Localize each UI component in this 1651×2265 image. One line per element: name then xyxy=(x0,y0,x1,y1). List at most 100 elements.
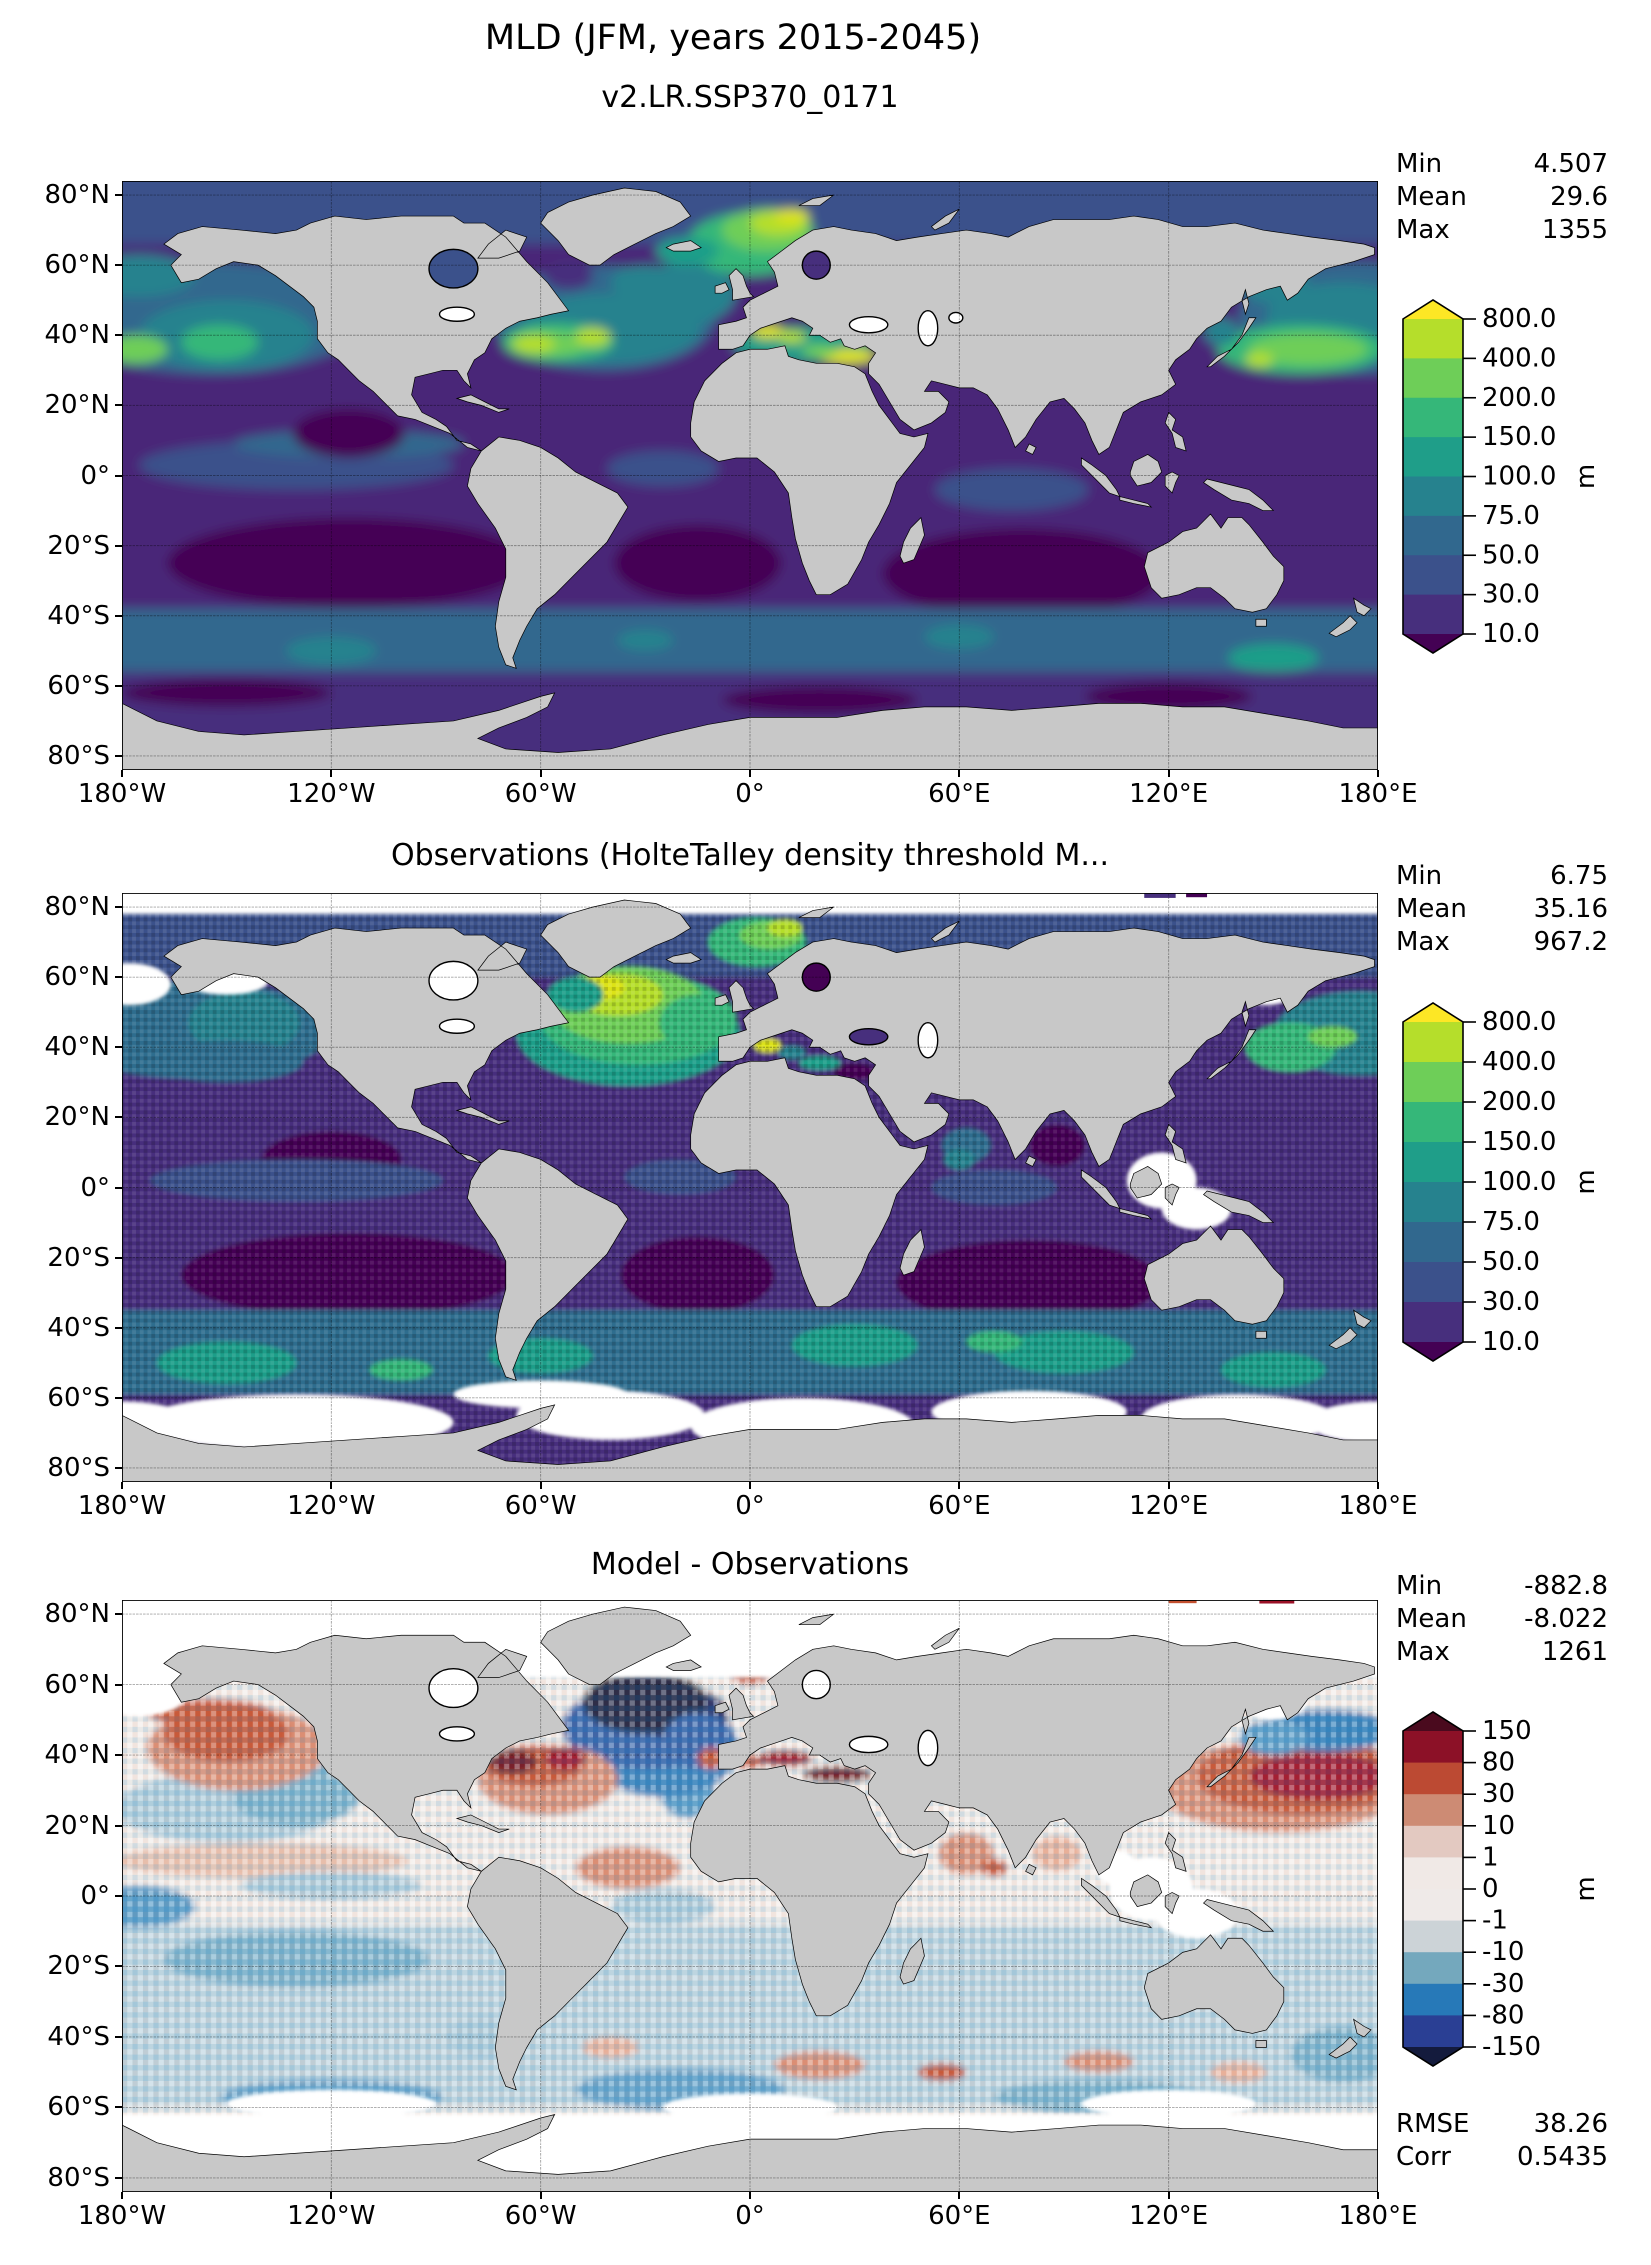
colorbar-tick-label: 75.0 xyxy=(1482,1207,1540,1237)
x-tick-label: 120°W xyxy=(287,779,376,809)
x-tick-label: 180°W xyxy=(77,779,167,809)
y-tick-label: 60°S xyxy=(47,1382,110,1413)
y-tick-label: 40°N xyxy=(44,1740,110,1771)
colorbar-tick-label: 30 xyxy=(1482,1779,1515,1809)
x-tick-mark xyxy=(539,1482,542,1489)
map-host-model xyxy=(122,181,1378,770)
continents xyxy=(122,1607,1378,2192)
y-tick-label: 40°S xyxy=(47,1312,110,1343)
stat-value: 1355 xyxy=(1541,215,1608,245)
y-tick-mark xyxy=(115,684,122,687)
y-tick-mark xyxy=(115,1046,122,1049)
map-obs xyxy=(122,893,1378,1482)
y-tick-label: 80°N xyxy=(44,892,110,923)
y-tick-label: 60°S xyxy=(47,2092,110,2123)
x-tick-mark xyxy=(1167,1482,1170,1489)
colorbar-tick-label: -150 xyxy=(1482,2032,1541,2062)
stat-row: RMSE 38.26 xyxy=(1396,2108,1608,2141)
stats-obs: Min 6.75 Mean 35.16 Max 967.2 xyxy=(1396,860,1608,959)
colorbar-tick-label: -80 xyxy=(1482,2000,1524,2030)
colorbar-tick-label: 150.0 xyxy=(1482,1127,1556,1157)
stat-label: Max xyxy=(1396,215,1450,245)
stat-label: Mean xyxy=(1396,894,1467,924)
colorbar-tick-label: -1 xyxy=(1482,1906,1508,1936)
x-tick-mark xyxy=(121,2192,123,2199)
x-tick-label: 180°E xyxy=(1338,779,1418,809)
stat-label: RMSE xyxy=(1396,2109,1470,2139)
stat-value: 6.75 xyxy=(1550,861,1608,891)
colorbar-tick-label: 10.0 xyxy=(1482,619,1540,649)
colorbar-tick-label: 0 xyxy=(1482,1874,1499,1904)
stat-value: -8.022 xyxy=(1524,1604,1608,1634)
stat-label: Max xyxy=(1396,1637,1450,1667)
stat-row: Max 1261 xyxy=(1396,1636,1608,1669)
panel-title-obs: Observations (HolteTalley density thresh… xyxy=(390,838,1110,873)
y-tick-label: 80°S xyxy=(47,1452,110,1483)
colorbar-unit: m xyxy=(1571,1169,1601,1194)
stat-value: 0.5435 xyxy=(1517,2142,1608,2172)
map-diff xyxy=(122,1600,1378,2192)
x-tick-mark xyxy=(121,770,123,777)
x-tick-label: 0° xyxy=(735,779,765,809)
x-tick-mark xyxy=(539,2192,542,2199)
y-tick-label: 20°S xyxy=(47,1242,110,1273)
colorbar-tick-label: 50.0 xyxy=(1482,540,1540,570)
map-model xyxy=(122,181,1378,770)
y-tick-label: 40°N xyxy=(44,320,110,351)
colorbar-tick-label: 100.0 xyxy=(1482,1167,1556,1197)
x-tick-label: 60°E xyxy=(928,2201,991,2231)
y-tick-label: 80°N xyxy=(44,1599,110,1630)
stat-row: Mean 29.6 xyxy=(1396,181,1608,214)
stat-label: Mean xyxy=(1396,182,1467,212)
x-tick-label: 60°E xyxy=(928,1491,991,1521)
stat-value: -882.8 xyxy=(1524,1571,1608,1601)
x-tick-label: 180°W xyxy=(77,1491,167,1521)
colorbar-tick-label: 400.0 xyxy=(1482,1047,1556,1077)
colorbar-tick-label: 80 xyxy=(1482,1748,1515,1778)
y-tick-mark xyxy=(115,1466,122,1469)
colorbar-tick-label: 150 xyxy=(1482,1716,1532,1746)
colorbar-tick-label: 75.0 xyxy=(1482,501,1540,531)
y-tick-mark xyxy=(115,1965,122,1968)
stat-value: 29.6 xyxy=(1550,182,1608,212)
x-tick-label: 60°W xyxy=(504,2201,577,2231)
stat-label: Corr xyxy=(1396,2142,1451,2172)
y-tick-label: 20°N xyxy=(44,1102,110,1133)
x-tick-mark xyxy=(539,770,542,777)
x-tick-mark xyxy=(1167,2192,1170,2199)
x-tick-mark xyxy=(1167,770,1170,777)
y-tick-mark xyxy=(115,194,122,197)
y-tick-mark xyxy=(115,404,122,407)
x-tick-label: 180°E xyxy=(1338,1491,1418,1521)
stat-value: 35.16 xyxy=(1533,894,1608,924)
stat-row: Min -882.8 xyxy=(1396,1570,1608,1603)
x-tick-mark xyxy=(958,1482,961,1489)
colorbar-tick-label: -30 xyxy=(1482,1969,1524,1999)
x-tick-mark xyxy=(330,1482,333,1489)
y-tick-mark xyxy=(115,1256,122,1259)
y-tick-mark xyxy=(115,614,122,617)
y-tick-label: 80°S xyxy=(47,740,110,771)
colorbar-tick-label: 30.0 xyxy=(1482,1287,1540,1317)
y-tick-mark xyxy=(115,334,122,337)
colorbar-tick-label: 10 xyxy=(1482,1811,1515,1841)
continents xyxy=(122,900,1378,1482)
x-tick-mark xyxy=(1377,1482,1379,1489)
extra-stats-diff: RMSE 38.26 Corr 0.5435 xyxy=(1396,2108,1608,2174)
x-tick-label: 120°W xyxy=(287,1491,376,1521)
continents xyxy=(122,188,1378,770)
panel-title-diff: Model - Observations xyxy=(590,1547,910,1582)
y-tick-label: 60°N xyxy=(44,1669,110,1700)
colorbar-tick-label: 1 xyxy=(1482,1842,1499,1872)
y-tick-mark xyxy=(115,1116,122,1119)
y-tick-mark xyxy=(115,1326,122,1329)
y-tick-mark xyxy=(115,2176,122,2179)
y-tick-mark xyxy=(115,2035,122,2038)
x-tick-label: 60°W xyxy=(504,779,577,809)
x-tick-mark xyxy=(958,2192,961,2199)
y-tick-mark xyxy=(115,1754,122,1757)
x-tick-label: 0° xyxy=(735,1491,765,1521)
stat-row: Mean 35.16 xyxy=(1396,893,1608,926)
colorbar-unit: m xyxy=(1571,1876,1601,1901)
